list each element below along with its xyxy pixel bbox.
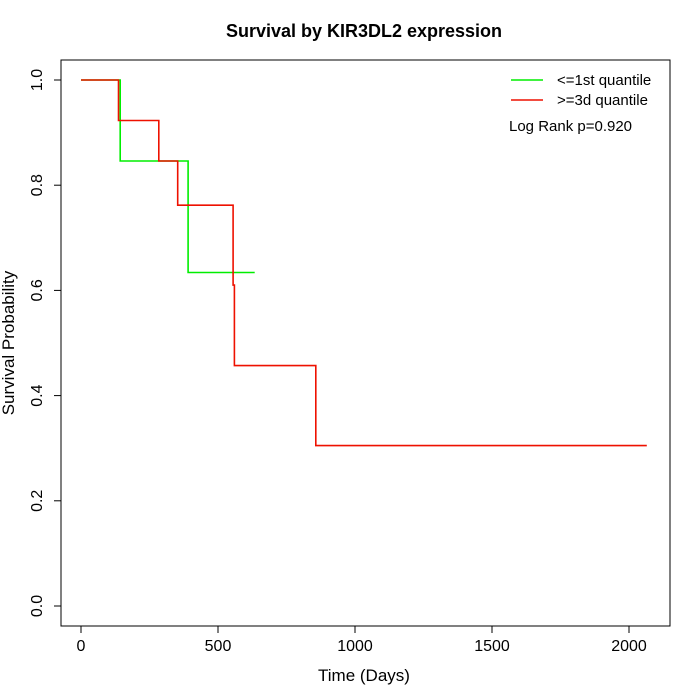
x-axis-label: Time (Days) (318, 666, 410, 685)
x-tick-label: 2000 (611, 638, 647, 655)
x-tick-label: 1500 (474, 638, 510, 655)
x-tick-label: 1000 (337, 638, 373, 655)
legend: <=1st quantile >=3d quantile (511, 72, 651, 109)
legend-label-2: >=3d quantile (557, 92, 648, 109)
y-tick-label: 0.6 (29, 279, 46, 301)
legend-label-1: <=1st quantile (557, 72, 651, 89)
chart-title: Survival by KIR3DL2 expression (226, 21, 502, 41)
y-tick-label: 1.0 (29, 69, 46, 91)
x-axis: 0 500 1000 1500 2000 (77, 625, 647, 655)
y-axis: 0.0 0.2 0.4 0.6 0.8 1.0 (29, 69, 62, 617)
x-tick-label: 500 (205, 638, 232, 655)
series-line-1 (81, 79, 255, 274)
plot-frame (60, 59, 671, 627)
series-layer (81, 79, 647, 447)
y-tick-label: 0.0 (29, 595, 46, 617)
y-tick-label: 0.8 (29, 174, 46, 196)
series-line-2 (81, 79, 647, 447)
log-rank-annotation: Log Rank p=0.920 (509, 118, 632, 135)
y-tick-label: 0.4 (29, 384, 46, 406)
y-axis-label: Survival Probability (0, 270, 18, 415)
x-tick-label: 0 (77, 638, 86, 655)
y-tick-label: 0.2 (29, 490, 46, 512)
